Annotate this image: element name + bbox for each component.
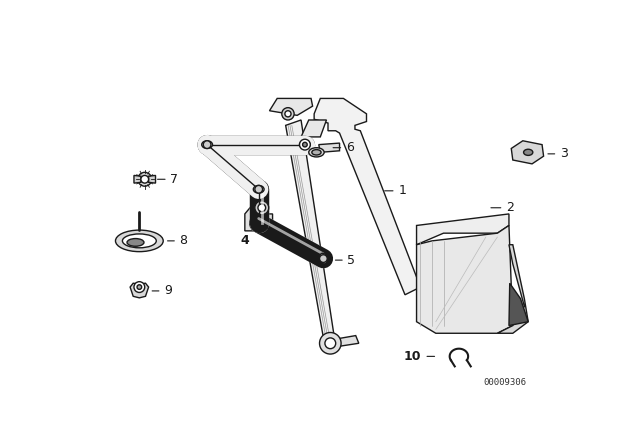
Text: 6: 6 — [346, 141, 353, 154]
Text: 3: 3 — [560, 147, 568, 160]
Ellipse shape — [312, 150, 321, 155]
Circle shape — [137, 285, 141, 289]
Circle shape — [138, 172, 152, 186]
Polygon shape — [314, 99, 420, 295]
Circle shape — [134, 282, 145, 293]
Circle shape — [258, 204, 266, 211]
Text: 4: 4 — [241, 234, 249, 247]
Polygon shape — [417, 225, 513, 333]
Text: 2: 2 — [506, 201, 514, 214]
Polygon shape — [319, 143, 340, 152]
Polygon shape — [301, 120, 326, 137]
Text: 10: 10 — [403, 350, 421, 363]
Polygon shape — [148, 176, 156, 183]
Circle shape — [325, 338, 336, 349]
Ellipse shape — [202, 141, 212, 148]
Polygon shape — [130, 283, 148, 298]
Polygon shape — [269, 99, 312, 116]
Polygon shape — [417, 214, 509, 245]
Circle shape — [204, 141, 211, 148]
Circle shape — [285, 111, 291, 117]
Polygon shape — [285, 120, 336, 346]
Circle shape — [300, 139, 310, 150]
Ellipse shape — [127, 238, 144, 246]
Ellipse shape — [122, 234, 156, 248]
Text: 8: 8 — [179, 234, 188, 247]
Circle shape — [319, 332, 341, 354]
Circle shape — [141, 176, 148, 183]
Circle shape — [303, 142, 307, 147]
Circle shape — [255, 201, 269, 215]
Polygon shape — [245, 205, 273, 231]
Text: 1: 1 — [399, 184, 406, 197]
Polygon shape — [338, 336, 359, 346]
Polygon shape — [511, 141, 543, 164]
Circle shape — [255, 185, 262, 193]
Ellipse shape — [308, 148, 324, 157]
Polygon shape — [497, 245, 528, 333]
Polygon shape — [509, 283, 528, 326]
Text: 9: 9 — [164, 284, 172, 297]
Ellipse shape — [300, 141, 310, 148]
Text: 00009306: 00009306 — [484, 378, 527, 387]
Text: 7: 7 — [170, 173, 178, 186]
Circle shape — [319, 255, 327, 263]
Ellipse shape — [115, 230, 163, 252]
Text: 5: 5 — [348, 254, 355, 267]
Polygon shape — [134, 176, 141, 183]
Ellipse shape — [319, 253, 327, 264]
Ellipse shape — [524, 149, 533, 155]
Circle shape — [282, 108, 294, 120]
Ellipse shape — [253, 185, 264, 193]
